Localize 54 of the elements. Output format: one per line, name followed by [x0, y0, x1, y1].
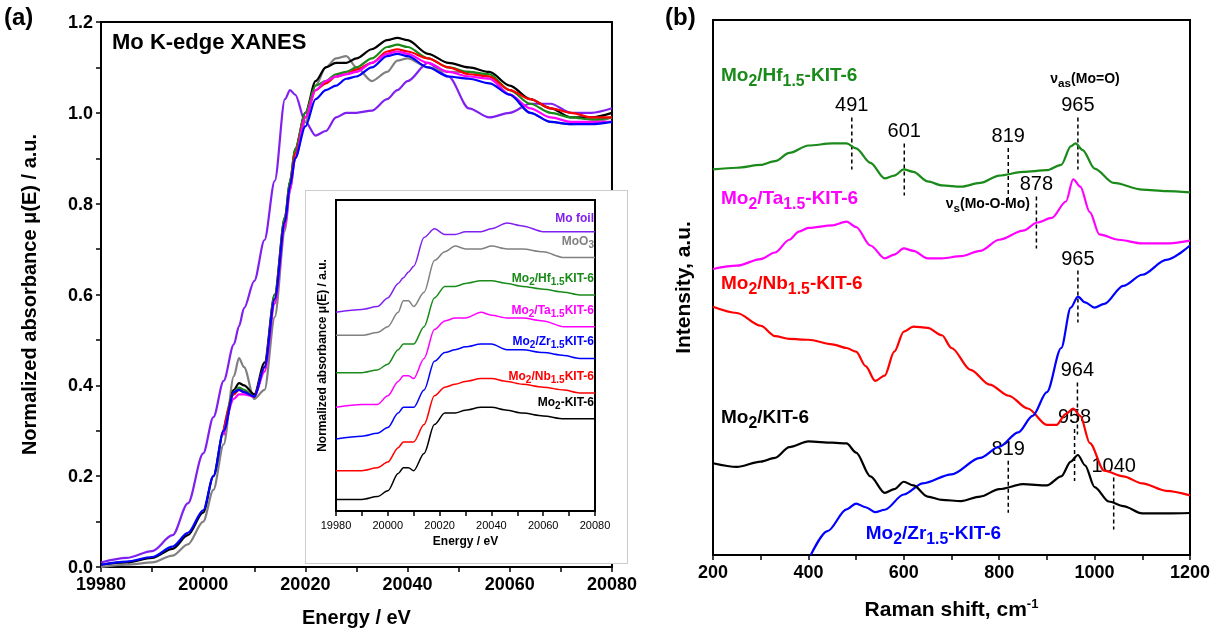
x-tick-label: 20020	[424, 518, 455, 531]
x-tick-label: 20000	[372, 518, 404, 531]
annotation: 878	[1019, 172, 1054, 195]
series-label: Mo$_{2}$-KIT-6	[537, 394, 594, 412]
series-label: Mo$_{2}$/Hf$_{1.5}$KIT-6	[511, 270, 594, 289]
x-tick-label: 1000	[1074, 562, 1115, 582]
series-label: Mo$_{2}$/Zr$_{1.5}$KIT-6	[512, 333, 594, 352]
series-label: Mo foil	[555, 210, 594, 225]
x-tick-label: 20020	[280, 574, 331, 594]
x-tick-label: 20060	[484, 574, 535, 594]
series-label: Mo$_{2}$/Nb$_{1.5}$-KIT-6	[721, 272, 863, 299]
chart-title: (b)	[665, 2, 696, 30]
annotation: ν$_{s}$(Mo-O-Mo)	[945, 195, 1030, 215]
x-tick-label: 19980	[75, 574, 127, 594]
x-axis-title: Energy / eV	[302, 606, 412, 628]
annotation: 819	[991, 123, 1025, 146]
x-tick-label: 400	[793, 562, 824, 582]
x-tick-label: 20000	[178, 574, 229, 594]
annotation: 965	[1061, 246, 1095, 269]
y-tick-label: 1.2	[67, 12, 93, 32]
x-tick-label: 600	[888, 562, 919, 582]
x-tick-label: 20040	[382, 574, 433, 594]
y-tick-label: 0.0	[67, 557, 93, 577]
x-tick-label: 20080	[586, 574, 637, 594]
x-tick-label: 20060	[527, 518, 559, 531]
series-label: Mo$_{2}$/Nb$_{1.5}$KIT-6	[508, 368, 594, 386]
y-axis-title: Normalized absorbance μ(E) / a.u.	[18, 133, 40, 456]
x-tick-label: 200	[697, 562, 729, 582]
x-tick-label: 800	[984, 562, 1015, 582]
x-tick-label: 19980	[320, 518, 352, 531]
text: Mo$_{2}$/Hf$_{1.5}$-KIT-6	[721, 64, 858, 92]
annotation: 964	[1060, 358, 1095, 381]
series-label: MoO$_{3}$	[561, 233, 594, 251]
y-axis-title: Normalized absorbance μ(E) / a.u.	[315, 259, 329, 452]
x-tick-label: 20080	[579, 518, 611, 531]
chart-title: (a)	[4, 2, 34, 30]
annotation: 965	[1061, 93, 1095, 116]
y-tick-label: 0.6	[67, 284, 93, 305]
annotation: 491	[835, 93, 869, 116]
series-label: Mo$_{2}$/KIT-6	[721, 406, 809, 434]
x-tick-label: 1200	[1169, 562, 1211, 582]
y-tick-label: 1.0	[67, 102, 93, 123]
y-tick-label: 0.4	[67, 375, 93, 396]
annotation: 601	[887, 119, 921, 142]
x-axis-title: Energy / eV	[432, 533, 499, 548]
annotation: Mo K-edge XANES	[112, 28, 307, 56]
series-label: Mo$_{2}$/Ta$_{1.5}$KIT-6	[511, 302, 594, 320]
y-tick-label: 0.8	[67, 193, 93, 214]
series-label: Mo$_{2}$/Ta$_{1.5}$-KIT-6	[721, 186, 859, 214]
text: ν$_{as}$(Mo=O)	[1050, 70, 1120, 90]
y-axis-title: Intensity, a.u.	[671, 221, 694, 354]
y-tick-label: 0.2	[67, 466, 93, 487]
series-label: Mo$_{2}$/Zr$_{1.5}$-KIT-6	[865, 522, 1002, 549]
x-tick-label: 20040	[476, 518, 507, 531]
